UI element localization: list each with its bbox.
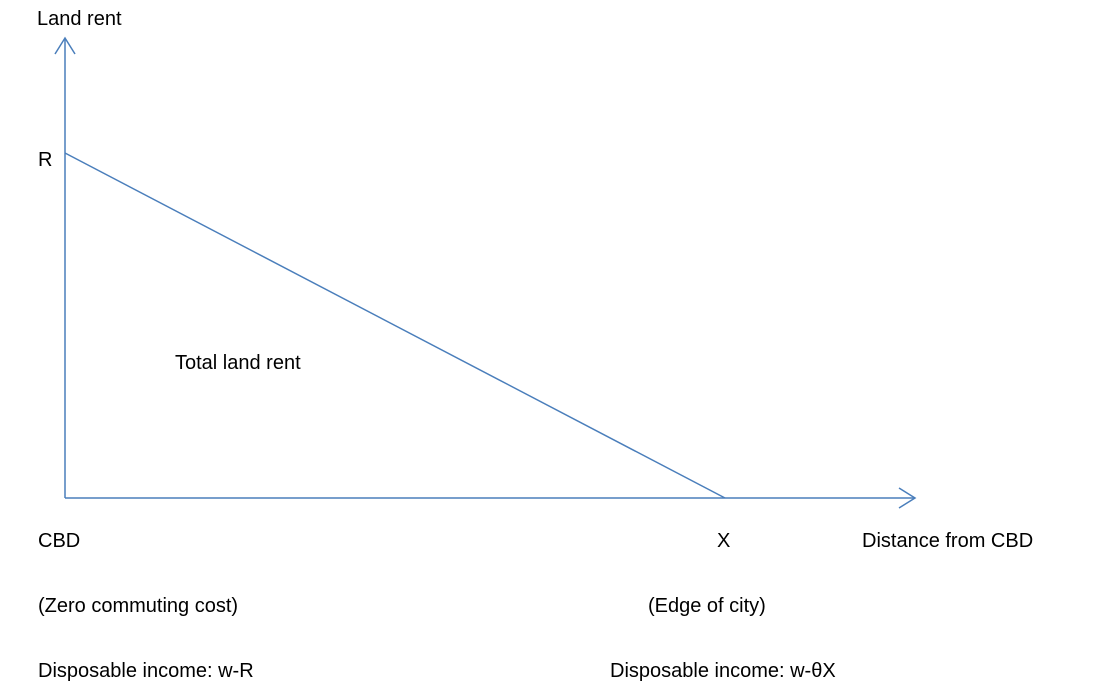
- area-label: Total land rent: [175, 352, 301, 374]
- x-axis-arrow: [898, 487, 917, 509]
- rent-gradient-line: [64, 152, 726, 499]
- origin-label: CBD: [38, 530, 80, 552]
- x-label: X: [717, 530, 730, 552]
- edge-note: (Edge of city): [648, 595, 766, 617]
- r-label: R: [38, 149, 52, 171]
- origin-income: Disposable income: w-R: [38, 660, 254, 682]
- x-axis-label: Distance from CBD: [862, 530, 1033, 552]
- origin-note: (Zero commuting cost): [38, 595, 238, 617]
- y-axis-label: Land rent: [37, 8, 122, 30]
- edge-income: Disposable income: w-θX: [610, 660, 836, 682]
- y-axis-arrow: [54, 36, 76, 55]
